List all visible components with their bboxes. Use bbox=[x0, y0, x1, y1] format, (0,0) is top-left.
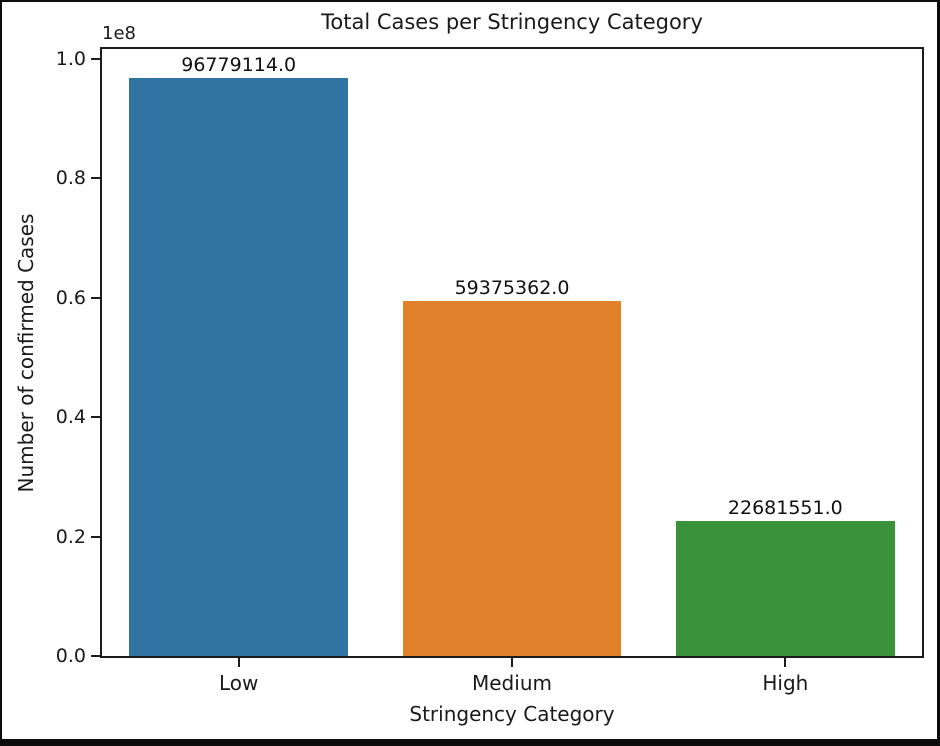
bar-value-label: 59375362.0 bbox=[454, 277, 570, 300]
bar-value-label: 96779114.0 bbox=[181, 53, 297, 76]
y-tick-label: 0.2 bbox=[55, 525, 86, 548]
y-tick-mark bbox=[91, 296, 100, 299]
x-tick-label: Medium bbox=[472, 671, 552, 695]
x-tick-label: Low bbox=[218, 671, 259, 695]
y-tick-mark bbox=[91, 535, 100, 538]
y-tick-label: 0.4 bbox=[55, 406, 86, 429]
y-tick-label: 0.6 bbox=[55, 286, 86, 309]
y-tick-label: 0.0 bbox=[55, 645, 86, 667]
y-tick-mark bbox=[91, 177, 100, 180]
y-tick-mark bbox=[91, 57, 100, 60]
x-tick-mark bbox=[784, 658, 787, 667]
y-tick-label: 1.0 bbox=[55, 47, 86, 70]
bar-value-label: 22681551.0 bbox=[727, 496, 843, 519]
y-axis-label: Number of confirmed Cases bbox=[14, 213, 38, 493]
y-tick-mark bbox=[91, 416, 100, 419]
bar-medium bbox=[402, 301, 622, 656]
y-tick-label: 0.8 bbox=[55, 167, 86, 190]
y-tick-mark bbox=[91, 655, 100, 657]
x-axis-label: Stringency Category bbox=[409, 702, 615, 726]
x-tick-mark bbox=[237, 658, 240, 667]
x-tick-mark bbox=[511, 658, 513, 667]
y-offset-text: 1e8 bbox=[102, 23, 136, 44]
bar-low bbox=[129, 77, 348, 656]
bar-high bbox=[676, 520, 895, 656]
x-tick-label: High bbox=[762, 671, 809, 695]
chart-title: Total Cases per Stringency Category bbox=[321, 10, 703, 34]
plot-area: 96779114.0 59375362.0 22681551.0 bbox=[100, 47, 924, 658]
